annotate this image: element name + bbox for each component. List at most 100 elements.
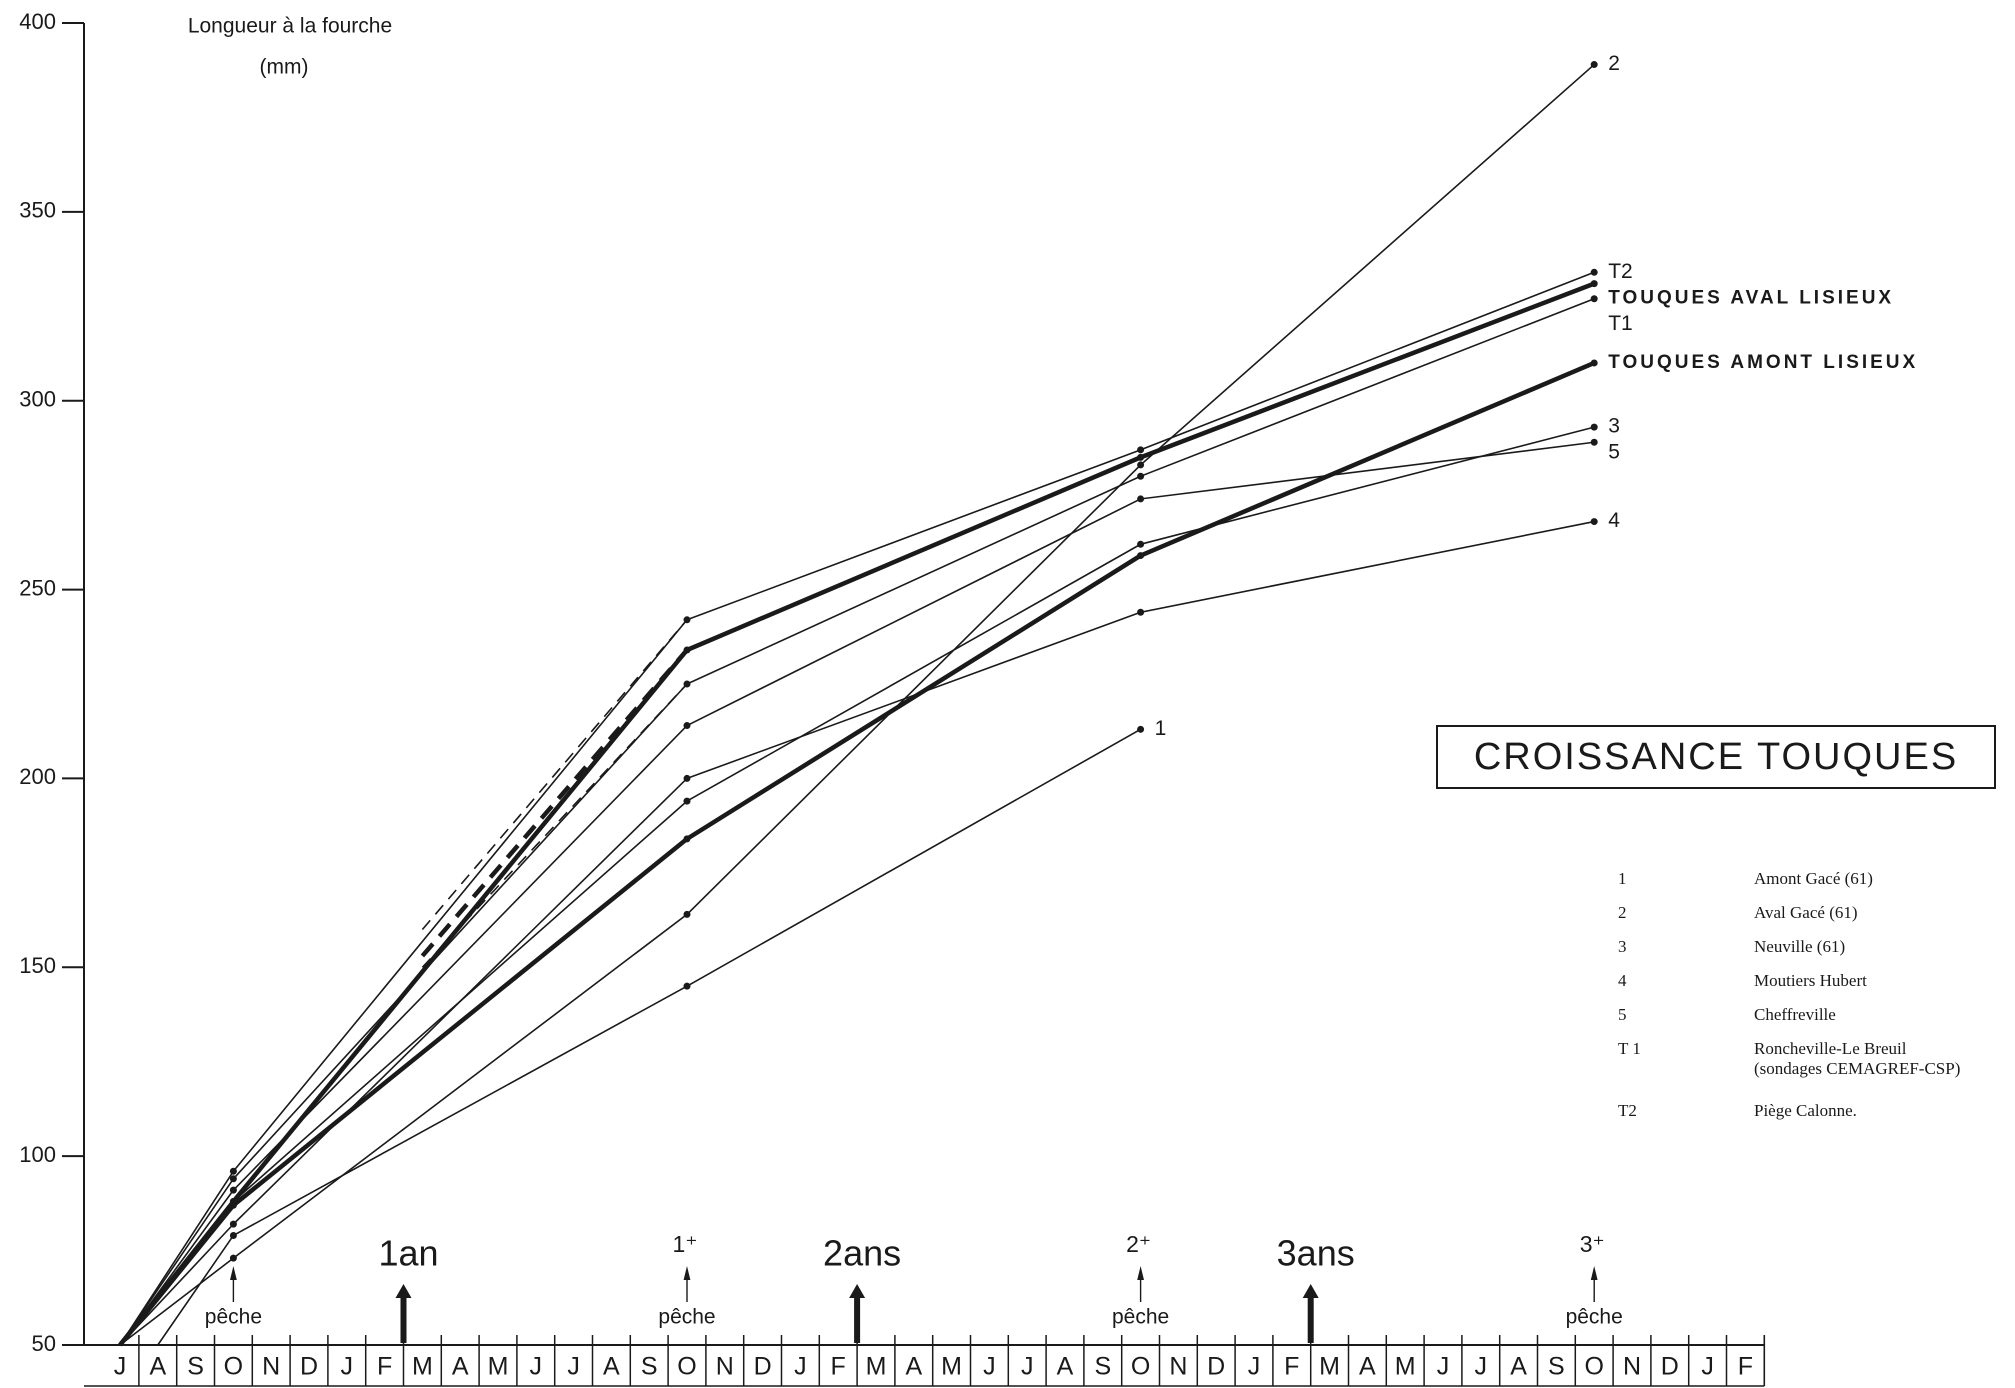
data-point: [683, 797, 691, 805]
x-tick-label: S: [187, 1353, 204, 1381]
x-tick-label: F: [377, 1353, 392, 1381]
x-tick-label: N: [716, 1353, 734, 1381]
data-point: [683, 722, 691, 730]
x-tick-label: S: [1094, 1353, 1111, 1381]
x-tick-label: J: [1021, 1353, 1034, 1381]
x-tick-label: A: [149, 1353, 166, 1381]
x-tick-label: S: [641, 1353, 658, 1381]
year-arrow-head: [395, 1284, 412, 1298]
data-point: [683, 982, 691, 990]
data-point: [1590, 295, 1598, 303]
x-tick-label: F: [1738, 1353, 1753, 1381]
x-tick-label: D: [300, 1353, 318, 1381]
data-point: [1137, 725, 1145, 733]
legend-key: T 1: [1618, 1039, 1641, 1058]
x-tick-label: N: [1623, 1353, 1641, 1381]
year-arrow-head: [1302, 1284, 1319, 1298]
legend-key: 3: [1618, 937, 1627, 956]
data-point: [229, 1254, 237, 1262]
y-tick-label: 100: [19, 1142, 56, 1167]
legend-text: Piège Calonne.: [1754, 1101, 1857, 1120]
data-point: [229, 1167, 237, 1175]
x-tick-label: J: [983, 1353, 996, 1381]
series-label: T2: [1608, 260, 1633, 283]
data-point: [1137, 461, 1145, 469]
data-point: [683, 680, 691, 688]
fishing-arrow-head: [683, 1266, 691, 1280]
age-label: 3⁺: [1580, 1231, 1605, 1257]
x-tick-label: J: [341, 1353, 354, 1381]
series-label: 3: [1608, 415, 1620, 438]
extrapolation-line: [421, 619, 688, 931]
series-line: [119, 271, 1595, 1346]
series-line: [118, 281, 1596, 1347]
y-tick-label: 200: [19, 764, 56, 789]
x-tick-label: F: [1284, 1353, 1299, 1381]
y-tick-label: 400: [19, 9, 56, 34]
year-arrow-head: [849, 1284, 866, 1298]
data-point: [683, 646, 691, 654]
fishing-label: pêche: [1566, 1306, 1623, 1329]
data-point: [229, 1220, 237, 1228]
legend-key: 5: [1618, 1005, 1627, 1024]
legend-text: (sondages CEMAGREF-CSP): [1754, 1059, 1960, 1078]
series-label: 2: [1608, 52, 1620, 75]
data-point: [1137, 608, 1145, 616]
data-point: [1137, 552, 1145, 560]
series-line: [118, 360, 1596, 1347]
x-tick-label: A: [1057, 1353, 1074, 1381]
legend-text: Cheffreville: [1754, 1005, 1836, 1024]
x-tick-label: A: [1510, 1353, 1527, 1381]
legend-key: 1: [1618, 869, 1627, 888]
data-point: [1137, 446, 1145, 454]
y-tick-label: 350: [19, 198, 56, 223]
data-point: [229, 1231, 237, 1239]
fishing-arrow-head: [1137, 1266, 1144, 1280]
legend-text: Roncheville-Le Breuil: [1754, 1039, 1907, 1058]
series-label: 5: [1608, 441, 1620, 464]
fishing-label: pêche: [205, 1306, 262, 1329]
extrapolation-line: [420, 648, 689, 958]
chart-title: CROISSANCE TOUQUES: [1474, 736, 1958, 778]
y-tick-label: 50: [32, 1331, 56, 1356]
x-tick-label: M: [488, 1353, 509, 1381]
x-tick-label: M: [412, 1353, 433, 1381]
y-tick-label: 300: [19, 387, 56, 412]
x-tick-label: M: [941, 1353, 962, 1381]
data-point: [1590, 268, 1598, 276]
data-point: [683, 616, 691, 624]
x-tick-label: N: [262, 1353, 280, 1381]
data-point: [1137, 472, 1145, 480]
x-tick-label: M: [866, 1353, 887, 1381]
year-label: 1an: [378, 1233, 438, 1274]
data-point: [229, 1201, 237, 1209]
x-tick-label: D: [1661, 1353, 1679, 1381]
series-label: 4: [1608, 509, 1620, 532]
x-tick-label: M: [1395, 1353, 1416, 1381]
x-tick-label: M: [1319, 1353, 1340, 1381]
data-point: [683, 910, 691, 918]
data-point: [1137, 495, 1145, 503]
fishing-arrow-head: [230, 1266, 237, 1280]
legend-text: Amont Gacé (61): [1754, 869, 1873, 888]
x-tick-label: J: [1248, 1353, 1261, 1381]
series-label: T1: [1608, 312, 1633, 335]
y-axis-title: Longueur à la fourche: [188, 15, 392, 38]
x-tick-label: A: [452, 1353, 469, 1381]
y-axis-title: (mm): [260, 56, 309, 79]
x-tick-label: N: [1169, 1353, 1187, 1381]
data-point: [229, 1175, 237, 1183]
x-tick-label: J: [530, 1353, 543, 1381]
x-tick-label: A: [1359, 1353, 1376, 1381]
series-label: TOUQUES AVAL LISIEUX: [1608, 287, 1894, 308]
x-tick-label: O: [677, 1353, 696, 1381]
series-line: [119, 520, 1595, 1346]
x-tick-label: D: [754, 1353, 772, 1381]
data-point: [1137, 540, 1145, 548]
legend-key: 2: [1618, 903, 1627, 922]
x-tick-label: J: [1701, 1353, 1714, 1381]
data-point: [1590, 518, 1598, 526]
age-label: 2⁺: [1126, 1231, 1151, 1257]
x-tick-label: J: [1437, 1353, 1450, 1381]
